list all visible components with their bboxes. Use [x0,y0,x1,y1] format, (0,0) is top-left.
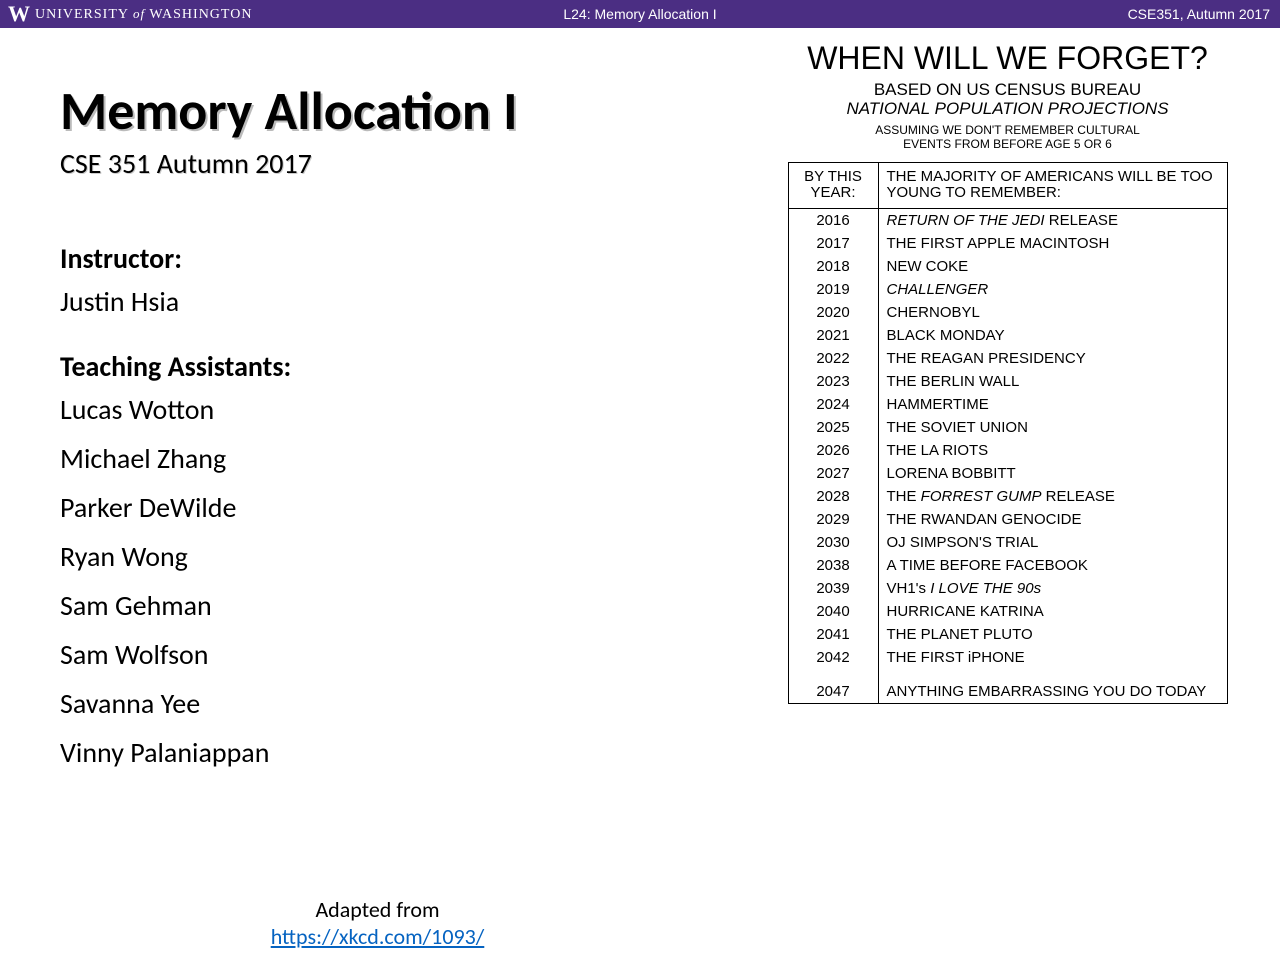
table-row: 2025THE SOVIET UNION [789,416,1227,439]
year-cell: 2047 [789,669,879,703]
comic-assumption: ASSUMING WE DON'T REMEMBER CULTURAL EVEN… [858,124,1158,152]
table-row: 2017THE FIRST APPLE MACINTOSH [789,232,1227,255]
event-cell: VH1's I LOVE THE 90s [879,577,1227,600]
comic-rows: 2016RETURN OF THE JEDI RELEASE2017THE FI… [789,209,1227,703]
event-cell: THE SOVIET UNION [879,416,1227,439]
event-cell: THE REAGAN PRESIDENCY [879,347,1227,370]
course-term-label: CSE351, Autumn 2017 [1128,6,1280,22]
event-cell: HAMMERTIME [879,393,1227,416]
table-row: 2016RETURN OF THE JEDI RELEASE [789,209,1227,232]
ta-name: Ryan Wong [60,539,755,574]
ta-name: Vinny Palaniappan [60,735,755,770]
year-cell: 2020 [789,301,879,324]
event-cell: THE FORREST GUMP RELEASE [879,485,1227,508]
ta-name: Michael Zhang [60,441,755,476]
uw-logo-icon: W [8,1,29,27]
xkcd-link[interactable]: https://xkcd.com/1093/ [271,923,485,950]
event-cell: RETURN OF THE JEDI RELEASE [879,209,1227,232]
comic-table-header: BY THIS YEAR: THE MAJORITY OF AMERICANS … [789,163,1227,209]
ta-name: Parker DeWilde [60,490,755,525]
year-cell: 2025 [789,416,879,439]
table-row: 2041THE PLANET PLUTO [789,623,1227,646]
year-cell: 2029 [789,508,879,531]
table-row: 2042THE FIRST iPHONE [789,646,1227,669]
year-cell: 2039 [789,577,879,600]
left-column: Memory Allocation I CSE 351 Autumn 2017 … [0,28,755,960]
event-cell: LORENA BOBBITT [879,462,1227,485]
year-cell: 2038 [789,554,879,577]
event-cell: CHERNOBYL [879,301,1227,324]
year-cell: 2030 [789,531,879,554]
table-row: 2040HURRICANE KATRINA [789,600,1227,623]
year-cell: 2021 [789,324,879,347]
header-year-col: BY THIS YEAR: [789,163,879,208]
lecture-label: L24: Memory Allocation I [563,6,716,22]
year-cell: 2042 [789,646,879,669]
event-cell: HURRICANE KATRINA [879,600,1227,623]
slide-subtitle: CSE 351 Autumn 2017 [60,146,755,181]
table-row: 2038A TIME BEFORE FACEBOOK [789,554,1227,577]
comic-subtitle: BASED ON US CENSUS BUREAU NATIONAL POPUL… [765,81,1250,118]
event-cell: THE LA RIOTS [879,439,1227,462]
event-cell: THE FIRST iPHONE [879,646,1227,669]
table-row: 2024HAMMERTIME [789,393,1227,416]
ta-name: Lucas Wotton [60,392,755,427]
year-cell: 2041 [789,623,879,646]
comic-table: BY THIS YEAR: THE MAJORITY OF AMERICANS … [788,162,1228,704]
slide-title: Memory Allocation I [60,78,755,144]
table-row: 2026THE LA RIOTS [789,439,1227,462]
header-event-col: THE MAJORITY OF AMERICANS WILL BE TOO YO… [879,163,1227,208]
slide-body: Memory Allocation I CSE 351 Autumn 2017 … [0,28,1280,960]
table-row: 2020CHERNOBYL [789,301,1227,324]
table-row: 2027LORENA BOBBITT [789,462,1227,485]
year-cell: 2019 [789,278,879,301]
instructor-label: Instructor: [60,241,755,276]
event-cell: THE PLANET PLUTO [879,623,1227,646]
year-cell: 2027 [789,462,879,485]
event-cell: THE FIRST APPLE MACINTOSH [879,232,1227,255]
table-row: 2018NEW COKE [789,255,1227,278]
table-row: 2019CHALLENGER [789,278,1227,301]
table-row: 2021BLACK MONDAY [789,324,1227,347]
table-row: 2039VH1's I LOVE THE 90s [789,577,1227,600]
ta-name: Sam Wolfson [60,637,755,672]
ta-name: Savanna Yee [60,686,755,721]
table-row: 2022THE REAGAN PRESIDENCY [789,347,1227,370]
attribution: Adapted from https://xkcd.com/1093/ [0,896,755,950]
event-cell: ANYTHING EMBARRASSING YOU DO TODAY [879,669,1227,703]
ta-list: Lucas Wotton Michael Zhang Parker DeWilde R… [60,392,755,770]
year-cell: 2023 [789,370,879,393]
table-row: 2029THE RWANDAN GENOCIDE [789,508,1227,531]
year-cell: 2018 [789,255,879,278]
event-cell: A TIME BEFORE FACEBOOK [879,554,1227,577]
table-row: 2023THE BERLIN WALL [789,370,1227,393]
event-cell: OJ SIMPSON'S TRIAL [879,531,1227,554]
table-row: 2028THE FORREST GUMP RELEASE [789,485,1227,508]
slide-header: W UNIVERSITY of WASHINGTON L24: Memory A… [0,0,1280,28]
event-cell: THE RWANDAN GENOCIDE [879,508,1227,531]
event-cell: CHALLENGER [879,278,1227,301]
event-cell: BLACK MONDAY [879,324,1227,347]
year-cell: 2017 [789,232,879,255]
comic-panel: WHEN WILL WE FORGET? BASED ON US CENSUS … [755,28,1280,960]
ta-name: Sam Gehman [60,588,755,623]
instructor-name: Justin Hsia [60,284,755,319]
university-name: UNIVERSITY of WASHINGTON [35,6,252,23]
year-cell: 2028 [789,485,879,508]
event-cell: THE BERLIN WALL [879,370,1227,393]
year-cell: 2016 [789,209,879,232]
year-cell: 2026 [789,439,879,462]
year-cell: 2024 [789,393,879,416]
event-cell: NEW COKE [879,255,1227,278]
year-cell: 2040 [789,600,879,623]
table-row: 2030OJ SIMPSON'S TRIAL [789,531,1227,554]
header-left: W UNIVERSITY of WASHINGTON [0,1,252,27]
ta-label: Teaching Assistants: [60,349,755,384]
year-cell: 2022 [789,347,879,370]
table-row: 2047ANYTHING EMBARRASSING YOU DO TODAY [789,669,1227,703]
comic-title: WHEN WILL WE FORGET? [765,40,1250,77]
adapted-text: Adapted from [315,896,439,923]
